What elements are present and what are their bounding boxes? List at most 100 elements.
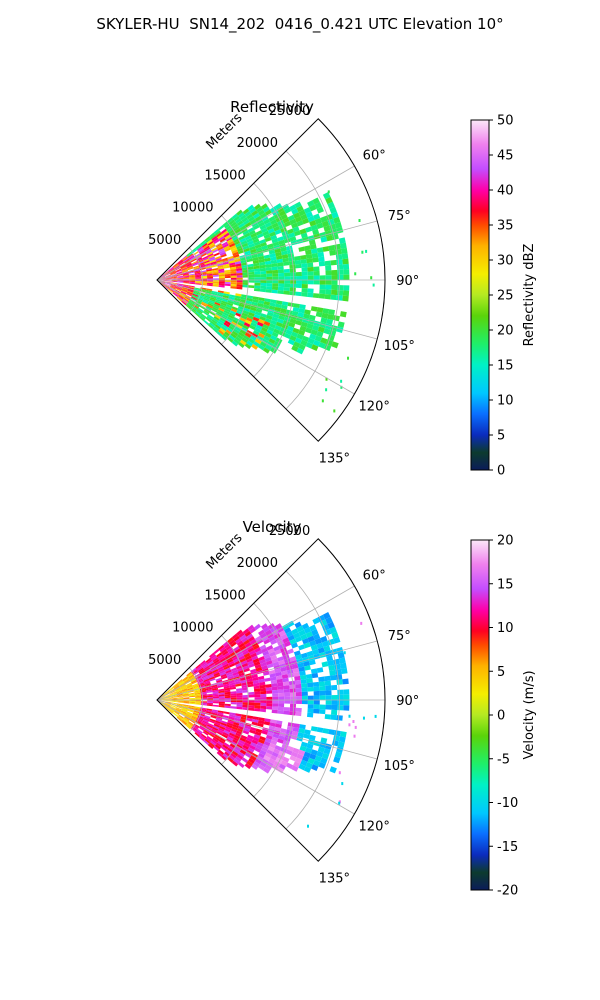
radar-gate: [307, 757, 315, 765]
radar-gate: [241, 267, 249, 271]
radar-gate: [266, 329, 274, 335]
radar-gate: [167, 709, 173, 714]
radar-gate: [289, 268, 296, 273]
radar-gate: [259, 315, 266, 321]
radar-gate: [208, 256, 215, 261]
radar-gate: [284, 700, 291, 704]
radar-gate: [204, 667, 211, 672]
radar-gate: [331, 269, 338, 276]
radar-gate: [301, 700, 308, 705]
radar-gate: [163, 705, 169, 710]
radar-gate: [307, 700, 314, 705]
radar-gate: [189, 701, 196, 704]
radar-gate: [336, 679, 343, 685]
radar-gate: [201, 242, 208, 248]
colorbar-tick-label: -20: [497, 884, 518, 899]
radar-gate: [233, 758, 240, 765]
radar-gate: [316, 331, 324, 338]
radar-gate: [271, 709, 278, 714]
radar-gate: [253, 661, 261, 666]
radar-gate: [194, 708, 201, 712]
radar-gate: [241, 684, 248, 689]
radar-gate: [343, 651, 346, 655]
radar-gate: [218, 727, 225, 732]
radar-gate: [295, 683, 302, 689]
radar-gate: [299, 325, 307, 332]
radar-gate: [182, 677, 189, 682]
radar-gate: [221, 313, 228, 319]
radar-gate: [258, 717, 265, 722]
radar-gate: [275, 675, 283, 680]
radar-gate: [188, 707, 195, 710]
radar-gate: [231, 633, 239, 640]
radar-gate: [238, 751, 245, 758]
radar-gate: [180, 685, 187, 689]
radar-gate: [300, 258, 307, 264]
radar-gate: [217, 246, 224, 251]
radar-gate: [265, 734, 273, 740]
radar-gate: [303, 766, 312, 773]
radar-gate: [276, 258, 283, 264]
radar-gate: [168, 709, 174, 714]
radar-gate: [289, 656, 297, 662]
radar-gate: [296, 333, 304, 340]
radar-gate: [262, 323, 270, 330]
radar-gate: [275, 321, 283, 328]
radar-gate: [336, 290, 344, 296]
radar-gate: [319, 651, 327, 659]
radar-gate: [177, 274, 183, 277]
radar-gate: [183, 717, 190, 722]
radar-gate: [316, 751, 324, 758]
radar-gate: [227, 720, 234, 725]
colorbar-tick-label: 25: [497, 289, 514, 304]
radar-gate: [240, 259, 247, 264]
radar-gate: [365, 249, 368, 253]
radar-gate: [195, 731, 201, 737]
radar-gate: [206, 270, 213, 274]
radar-gate: [289, 711, 296, 716]
radar-gate: [245, 739, 252, 745]
radar-gate: [311, 764, 319, 772]
radar-gate: [301, 687, 308, 692]
radar-gate: [203, 717, 210, 722]
radar-gate: [236, 310, 243, 315]
radar-gate: [242, 697, 249, 700]
radar-gate: [299, 670, 306, 676]
radar-gate: [229, 266, 237, 270]
radar-gate: [159, 698, 166, 700]
radar-gate: [176, 704, 183, 707]
radar-gate: [273, 212, 281, 220]
radar-gate: [254, 338, 262, 345]
radar-gate: [247, 204, 255, 211]
radar-gate: [195, 277, 202, 279]
radar-gate: [181, 266, 187, 270]
radar-gate: [281, 650, 289, 657]
radar-gate: [335, 248, 342, 255]
range-tick-label: 25000: [269, 524, 310, 539]
radar-gate: [179, 262, 185, 266]
radar-gate: [289, 236, 297, 242]
radar-gate: [188, 300, 195, 305]
radar-gate: [339, 662, 347, 669]
radar-gate: [316, 307, 324, 313]
radar-gate: [272, 313, 280, 319]
radar-gate: [201, 662, 208, 668]
radar-gate: [174, 267, 181, 271]
radar-gate: [175, 707, 182, 711]
radar-gate: [207, 253, 214, 258]
radar-gate: [183, 717, 189, 723]
colorbar-tick-label: 15: [497, 359, 514, 374]
radar-gate: [276, 678, 283, 684]
radar-gate: [271, 686, 278, 691]
radar-gate: [308, 239, 316, 246]
radar-gate: [239, 634, 247, 641]
radar-gate: [293, 303, 300, 309]
radar-gate: [262, 347, 270, 354]
radar-gate: [209, 243, 216, 249]
radar-gate: [216, 232, 223, 238]
radar-gate: [282, 261, 290, 266]
radar-gate: [222, 650, 229, 656]
radar-gate: [173, 291, 180, 296]
radar-gate: [336, 326, 344, 334]
radar-gate: [175, 687, 181, 692]
